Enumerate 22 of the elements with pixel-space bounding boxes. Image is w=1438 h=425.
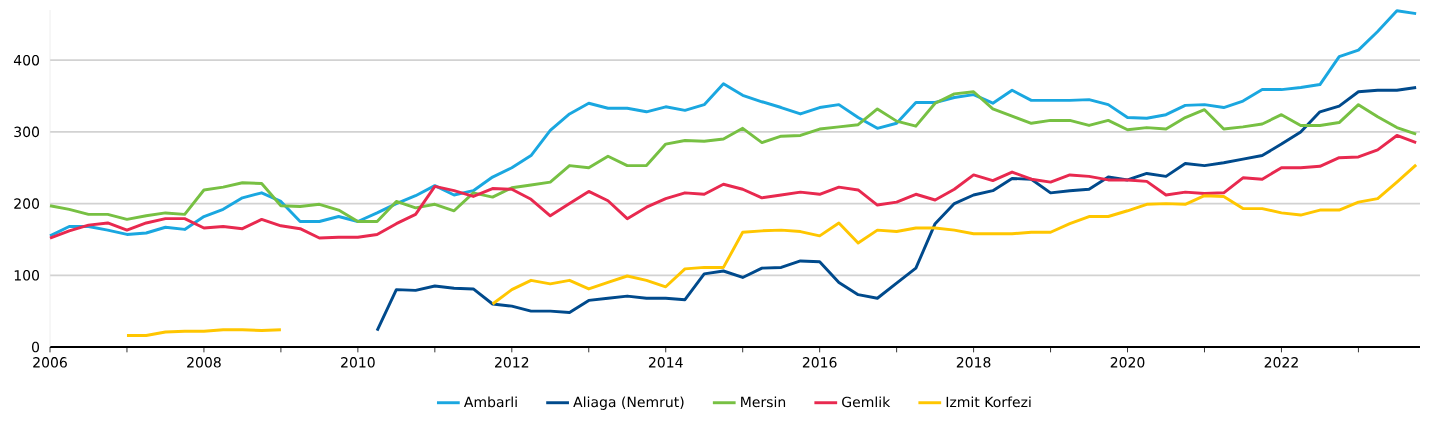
legend-label: Gemlik [842,396,891,408]
x-tick-label: 2018 [956,357,991,368]
legend-label: Aliaga (Nemrut) [573,396,684,410]
x-tick-label: 2010 [341,357,375,368]
line-series [375,85,1418,332]
legend-label: Mersin [741,396,786,408]
x-tick-label: 2020 [1110,357,1145,368]
legend-label: Izmit Korfezi [946,396,1031,408]
x-tick-label: 2012 [495,357,529,368]
x-tick-label: 2014 [648,357,683,368]
y-tick-label: 300 [14,126,40,138]
x-tick-label: 2006 [33,357,67,368]
y-tick-label: 200 [14,198,40,209]
x-tick-label: 2016 [802,357,837,368]
x-tick-label: 2022 [1264,357,1298,368]
line-series [48,90,1418,223]
y-tick-label: 100 [14,270,40,281]
line-series [48,134,1418,240]
y-tick-label: 400 [13,54,40,66]
x-tick-label: 2008 [187,357,221,368]
y-tick-label: 0 [31,341,40,353]
legend-label: Ambarli [463,396,517,408]
